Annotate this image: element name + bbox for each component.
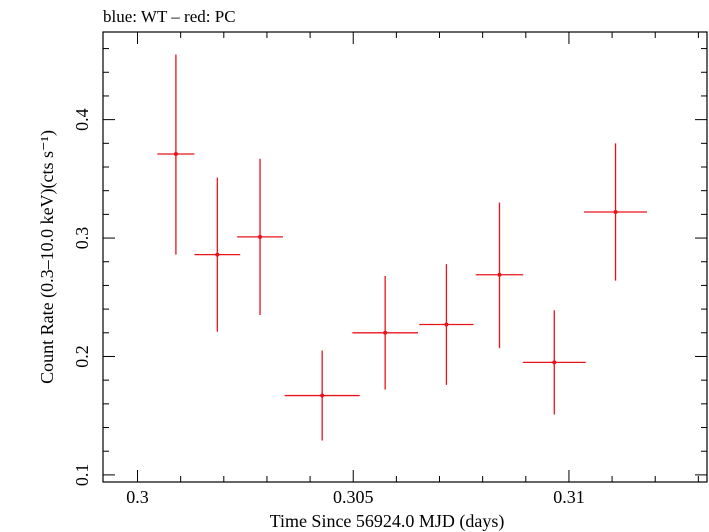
y-tick-label: 0.2 <box>72 345 92 368</box>
data-point <box>584 143 648 281</box>
axis-ticks <box>103 32 707 482</box>
data-point <box>194 177 241 332</box>
axis-tick-labels: 0.3 0.305 0.31 0.1 0.2 0.3 0.4 <box>72 108 585 507</box>
data-point <box>284 350 360 441</box>
point-marker <box>552 360 557 365</box>
point-marker <box>383 330 388 335</box>
y-tick-label: 0.1 <box>72 464 92 487</box>
chart-title: blue: WT – red: PC <box>103 7 236 26</box>
point-marker <box>444 322 449 327</box>
y-tick-label: 0.4 <box>72 108 92 131</box>
point-marker <box>258 234 263 239</box>
data-point <box>352 275 418 390</box>
data-point <box>157 54 195 255</box>
point-marker <box>320 393 325 398</box>
y-axis-label: Count Rate (0.3–10.0 keV)(cts s⁻¹) <box>37 130 58 384</box>
data-points <box>157 54 648 441</box>
x-tick-label: 0.3 <box>126 487 149 507</box>
data-point <box>475 202 524 349</box>
point-marker <box>173 151 178 156</box>
point-marker <box>613 210 618 214</box>
point-marker <box>215 252 220 257</box>
x-tick-label: 0.31 <box>553 487 585 507</box>
y-tick-label: 0.3 <box>72 227 92 250</box>
data-point <box>522 310 586 415</box>
x-axis-label: Time Since 56924.0 MJD (days) <box>270 511 505 532</box>
data-point <box>237 158 283 316</box>
data-point <box>419 264 474 385</box>
point-marker <box>497 272 502 277</box>
x-tick-label: 0.305 <box>333 487 374 507</box>
plot-frame <box>102 31 708 483</box>
